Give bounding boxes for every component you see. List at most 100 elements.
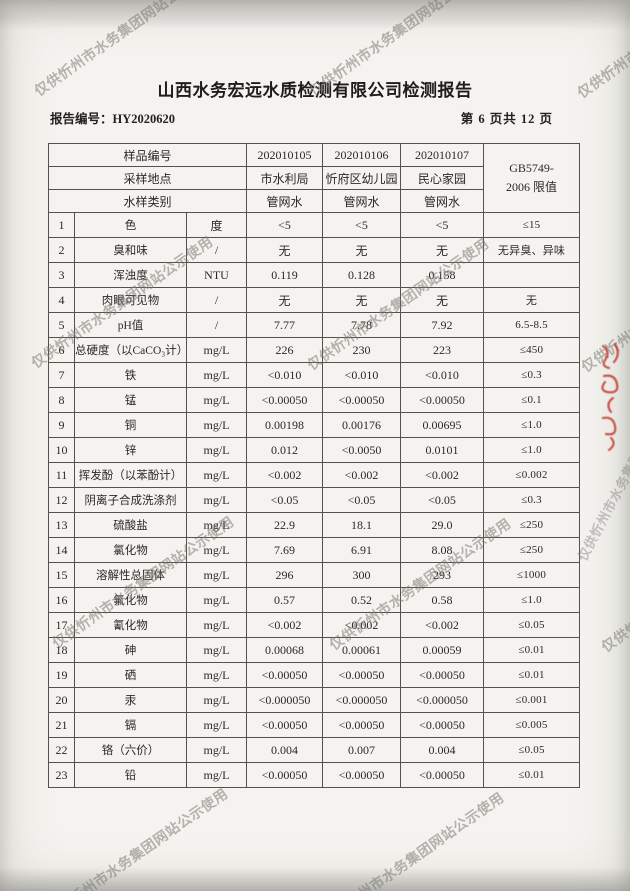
value-cell-3: 29.0 [400,512,485,538]
unit-cell: mg/L [185,437,248,463]
unit-cell: mg/L [185,512,248,538]
param-name: 镉 [74,712,187,738]
table-row: 17 氰化物 mg/L <0.002 <0.002 <0.002 ≤0.05 [48,612,581,638]
value-cell-3: 0.158 [400,262,485,288]
row-number: 19 [48,662,75,688]
value-cell-3: 0.004 [400,737,485,763]
row-number: 5 [48,312,75,338]
header-row-sample-id: 样品编号 202010105 202010106 202010107 GB574… [47,143,581,213]
unit-cell: mg/L [185,537,248,563]
sample-type-label: 水样类别 [47,189,248,213]
watermark-text: 仅供忻州市水务集团网站公示使用 [574,377,630,564]
unit-cell: mg/L [185,587,248,613]
table-row: 9 铜 mg/L 0.00198 0.00176 0.00695 ≤1.0 [48,412,581,438]
param-name: 铅 [74,762,187,788]
value-cell-1: 0.00068 [246,637,324,663]
value-cell-2: 300 [322,562,402,588]
value-cell-3: <0.00050 [400,662,485,688]
value-cell-1: <0.000050 [246,687,324,713]
table-row: 14 氯化物 mg/L 7.69 6.91 8.08 ≤250 [48,537,581,563]
value-cell-2: 无 [322,287,402,313]
limit-cell: ≤450 [483,337,581,363]
value-cell-3: <0.002 [400,462,485,488]
value-cell-1: 296 [246,562,324,588]
value-cell-2: 0.52 [322,587,402,613]
param-name: 硫酸盐 [74,512,187,538]
report-number: 报告编号：HY2020620 [50,108,175,127]
location-3: 民心家园 [400,166,485,190]
sample-id-1: 202010105 [246,143,324,167]
table-row: 15 溶解性总固体 mg/L 296 300 293 ≤1000 [48,562,581,588]
report-meta-row: 报告编号：HY2020620 第 6 页共 12 页 [0,108,630,126]
unit-cell: mg/L [185,612,248,638]
table-row: 23 铅 mg/L <0.00050 <0.00050 <0.00050 ≤0.01 [48,762,581,788]
unit-cell: mg/L [185,362,248,388]
param-name: 铬（六价） [74,737,187,763]
limit-cell: ≤1.0 [483,412,581,438]
value-cell-2: <0.0050 [322,437,402,463]
sample-id-3: 202010107 [400,143,485,167]
row-number: 18 [48,637,75,663]
unit-cell: mg/L [185,337,248,363]
limit-cell: ≤0.3 [483,487,581,513]
value-cell-1: 0.004 [246,737,324,763]
value-cell-2: <0.000050 [322,687,402,713]
report-number-label: 报告编号： [50,112,113,126]
value-cell-1: 7.69 [246,537,324,563]
limit-cell: ≤1.0 [483,437,581,463]
param-name: 肉眼可见物 [74,287,187,313]
header-row-location: 采样地点 市水利局 忻府区幼儿园 民心家园 [47,166,580,190]
param-name: 溶解性总固体 [74,562,187,588]
value-cell-2: 7.78 [322,312,402,338]
row-number: 11 [48,462,75,488]
row-number: 4 [48,287,75,313]
table-row: 11 挥发酚（以苯酚计） mg/L <0.002 <0.002 <0.002 ≤0.002 [48,462,581,488]
sample-id-2: 202010106 [322,143,402,167]
unit-cell: / [185,287,248,313]
value-cell-2: <0.00050 [322,662,402,688]
table-row: 21 镉 mg/L <0.00050 <0.00050 <0.00050 ≤0.005 [48,712,581,738]
unit-cell: / [185,312,248,338]
value-cell-1: <0.002 [246,462,324,488]
unit-cell: mg/L [185,662,248,688]
value-cell-3: 8.08 [400,537,485,563]
value-cell-1: 22.9 [246,512,324,538]
table-row: 20 汞 mg/L <0.000050 <0.000050 <0.000050 ≤0.001 [48,687,581,713]
row-number: 17 [48,612,75,638]
limit-cell: ≤0.002 [483,462,581,488]
unit-cell: 度 [185,212,248,238]
page-title: 山西水务宏远水质检测有限公司检测报告 [157,81,473,100]
value-cell-2: <5 [322,212,402,238]
value-cell-2: 0.007 [322,737,402,763]
value-cell-2: 6.91 [322,537,402,563]
unit-cell: mg/L [185,762,248,788]
limit-cell: ≤0.005 [483,712,581,738]
value-cell-1: <0.010 [246,362,324,388]
row-number: 6 [48,337,75,363]
param-name: 汞 [74,687,187,713]
limit-cell: ≤0.01 [483,637,581,663]
unit-cell: mg/L [185,637,248,663]
watermark-text: 仅供忻州市水务集团网站公示使用 [599,518,630,656]
value-cell-1: <0.00050 [246,712,324,738]
unit-cell: mg/L [185,387,248,413]
value-cell-2: <0.002 [322,462,402,488]
table-row: 22 铬（六价） mg/L 0.004 0.007 0.004 ≤0.05 [48,737,581,763]
limit-cell: ≤0.01 [483,662,581,688]
unit-cell: mg/L [185,712,248,738]
value-cell-2: <0.002 [322,612,402,638]
value-cell-1: 无 [246,287,324,313]
row-number: 13 [48,512,75,538]
row-number: 14 [48,537,75,563]
limit-cell: ≤250 [483,512,581,538]
row-number: 16 [48,587,75,613]
report-number-value: HY2020620 [112,112,176,126]
limit-cell: ≤1000 [483,562,581,588]
row-number: 12 [48,487,75,513]
param-name: 铜 [74,412,187,438]
value-cell-1: 0.00198 [246,412,324,438]
limit-cell: ≤0.001 [483,687,581,713]
value-cell-1: <0.00050 [246,762,324,788]
location-label: 采样地点 [47,166,248,190]
